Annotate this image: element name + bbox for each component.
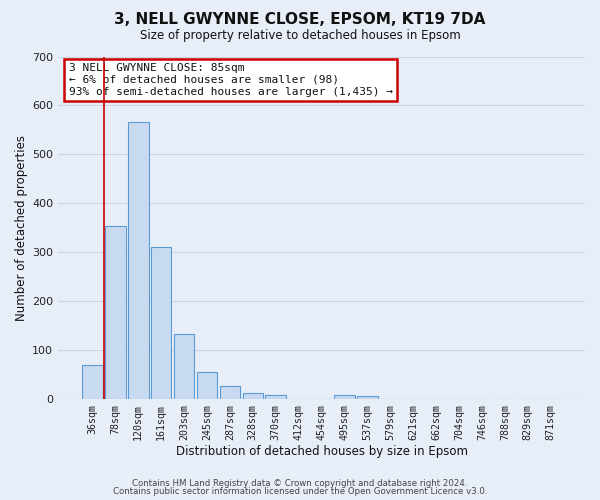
Text: Contains public sector information licensed under the Open Government Licence v3: Contains public sector information licen… [113, 487, 487, 496]
Bar [220, 386, 240, 400]
Bar [128, 122, 149, 400]
Text: 3 NELL GWYNNE CLOSE: 85sqm
← 6% of detached houses are smaller (98)
93% of semi-: 3 NELL GWYNNE CLOSE: 85sqm ← 6% of detac… [68, 64, 392, 96]
Text: 3, NELL GWYNNE CLOSE, EPSOM, KT19 7DA: 3, NELL GWYNNE CLOSE, EPSOM, KT19 7DA [115, 12, 485, 28]
Bar [151, 246, 172, 400]
Bar [334, 394, 355, 400]
Bar [242, 393, 263, 400]
Bar [82, 365, 103, 400]
Text: Size of property relative to detached houses in Epsom: Size of property relative to detached ho… [140, 29, 460, 42]
Y-axis label: Number of detached properties: Number of detached properties [15, 135, 28, 321]
Text: Contains HM Land Registry data © Crown copyright and database right 2024.: Contains HM Land Registry data © Crown c… [132, 478, 468, 488]
Bar [174, 334, 194, 400]
X-axis label: Distribution of detached houses by size in Epsom: Distribution of detached houses by size … [176, 444, 467, 458]
Bar [265, 394, 286, 400]
Bar [357, 396, 378, 400]
Bar [197, 372, 217, 400]
Bar [105, 226, 125, 400]
